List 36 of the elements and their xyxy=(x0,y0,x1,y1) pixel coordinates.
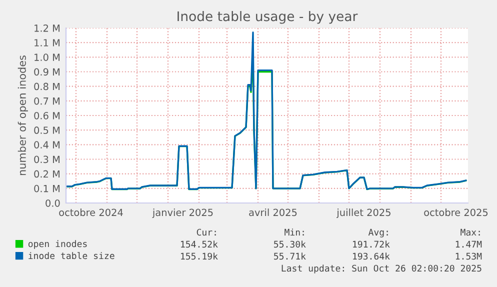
y-tick-label: 0.5 M xyxy=(34,126,60,134)
text: 55.71k xyxy=(274,252,306,260)
y-tick-label: 0.1 M xyxy=(34,184,60,192)
y-tick-label: 1.1 M xyxy=(34,39,60,46)
chart-title: Inode table usage - by year xyxy=(178,11,358,24)
y-tick-label: 0.7 M xyxy=(34,97,60,105)
x-tick-label: octobre 2025 xyxy=(424,208,488,216)
y-tick-label: 0.3 M xyxy=(34,156,60,164)
y-axis-title: number of open inodes xyxy=(18,56,28,176)
y-tick-label: 0.0 xyxy=(46,199,60,207)
legend-label: inode table size xyxy=(28,252,114,260)
legend-label: open inodes xyxy=(28,240,87,249)
text: 191.72k xyxy=(353,240,390,248)
x-tick-label: octobre 2024 xyxy=(59,208,123,216)
y-tick-label: 0.2 M xyxy=(34,170,60,178)
text: Last update: Sun Oct 26 02:00:20 2025 xyxy=(282,264,482,274)
text: Avg: xyxy=(368,228,388,238)
text: Cur: xyxy=(196,228,216,236)
x-tick-label: juillet 2025 xyxy=(336,208,390,218)
text: Max: xyxy=(460,228,480,236)
y-tick-label: 0.6 M xyxy=(34,112,60,120)
y-tick-label: 1.0 M xyxy=(34,54,60,61)
text: 1.53M xyxy=(456,252,482,260)
y-tick-label: 0.4 M xyxy=(34,141,60,148)
x-tick-label: avril 2025 xyxy=(249,208,297,216)
text: 154.52k xyxy=(181,240,218,248)
text: 193.64k xyxy=(353,252,390,260)
text: 155.19k xyxy=(181,252,218,260)
text: 55.30k xyxy=(274,240,306,248)
x-tick-label: janvier 2025 xyxy=(152,208,213,218)
y-tick-label: 0.9 M xyxy=(34,68,60,76)
y-tick-label: 0.8 M xyxy=(34,82,60,90)
text: 1.47M xyxy=(456,240,482,248)
line-series xyxy=(66,32,467,190)
text: Min: xyxy=(284,228,304,236)
y-tick-label: 1.2 M xyxy=(34,24,60,32)
